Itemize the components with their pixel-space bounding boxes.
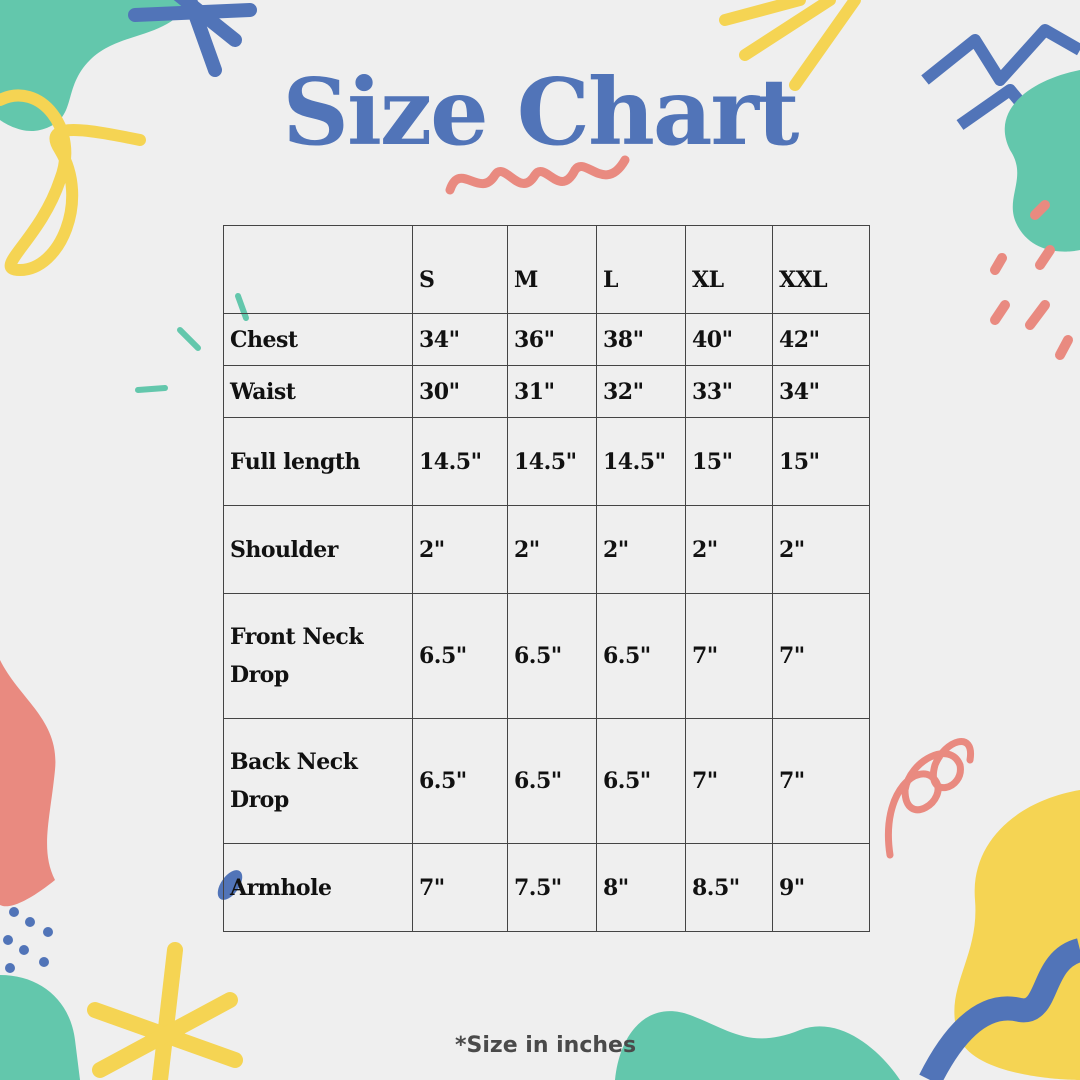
row-label: Front Neck Drop xyxy=(223,593,413,719)
value-cell: 34" xyxy=(412,313,508,366)
table-row: Full length 14.5" 14.5" 14.5" 15" 15" xyxy=(223,417,870,506)
value-cell: 38" xyxy=(596,313,686,366)
table-row: Chest 34" 36" 38" 40" 42" xyxy=(223,313,870,366)
value-cell: 30" xyxy=(412,365,508,418)
table-row: Waist 30" 31" 32" 33" 34" xyxy=(223,365,870,418)
table-row: Back Neck Drop 6.5" 6.5" 6.5" 7" 7" xyxy=(223,718,870,844)
coral-spiral-right xyxy=(884,738,974,859)
value-cell: 6.5" xyxy=(507,718,597,844)
coral-drops-right xyxy=(990,200,1073,360)
footnote: *Size in inches xyxy=(455,1033,637,1058)
table-row: Front Neck Drop 6.5" 6.5" 6.5" 7" 7" xyxy=(223,593,870,719)
header-cell: XXL xyxy=(772,225,870,314)
value-cell: 6.5" xyxy=(596,718,686,844)
value-cell: 36" xyxy=(507,313,597,366)
blue-asterisk-top xyxy=(128,0,257,77)
value-cell: 14.5" xyxy=(412,417,508,506)
yellow-asterisk-bottom-left xyxy=(87,942,243,1080)
header-cell: S xyxy=(412,225,508,314)
value-cell: 33" xyxy=(685,365,773,418)
header-cell: XL xyxy=(685,225,773,314)
row-label: Waist xyxy=(223,365,413,418)
row-label: Chest xyxy=(223,313,413,366)
value-cell: 34" xyxy=(772,365,870,418)
value-cell: 31" xyxy=(507,365,597,418)
value-cell: 2" xyxy=(596,505,686,594)
row-label: Armhole xyxy=(223,843,413,932)
value-cell: 8.5" xyxy=(685,843,773,932)
value-cell: 7" xyxy=(772,718,870,844)
table-row: Armhole 7" 7.5" 8" 8.5" 9" xyxy=(223,843,870,932)
row-label: Shoulder xyxy=(223,505,413,594)
row-label: Full length xyxy=(223,417,413,506)
size-table: S M L XL XXL Chest 34" 36" 38" 40" 42" Waist 30… xyxy=(223,225,870,932)
value-cell: 8" xyxy=(596,843,686,932)
teal-blob-bottom-left xyxy=(0,975,80,1080)
value-cell: 42" xyxy=(772,313,870,366)
value-cell: 7" xyxy=(685,718,773,844)
value-cell: 14.5" xyxy=(596,417,686,506)
table-row: Shoulder 2" 2" 2" 2" 2" xyxy=(223,505,870,594)
teal-blob-bottom xyxy=(615,1011,900,1080)
header-cell: L xyxy=(596,225,686,314)
value-cell: 7" xyxy=(412,843,508,932)
value-cell: 2" xyxy=(507,505,597,594)
coral-blob-left xyxy=(0,660,56,907)
teal-blob-right xyxy=(1004,70,1080,252)
value-cell: 7" xyxy=(685,593,773,719)
value-cell: 6.5" xyxy=(596,593,686,719)
value-cell: 6.5" xyxy=(507,593,597,719)
yellow-rays-top-right xyxy=(719,0,861,91)
value-cell: 15" xyxy=(772,417,870,506)
value-cell: 14.5" xyxy=(507,417,597,506)
value-cell: 2" xyxy=(685,505,773,594)
header-cell xyxy=(223,225,413,314)
yellow-loop-top-left xyxy=(0,89,146,277)
teal-blob-top-left xyxy=(0,0,190,132)
row-label: Back Neck Drop xyxy=(223,718,413,844)
value-cell: 2" xyxy=(412,505,508,594)
value-cell: 7.5" xyxy=(507,843,597,932)
table-header-row: S M L XL XXL xyxy=(223,225,870,314)
value-cell: 2" xyxy=(772,505,870,594)
value-cell: 6.5" xyxy=(412,593,508,719)
value-cell: 15" xyxy=(685,417,773,506)
coral-squiggle-title xyxy=(445,155,630,195)
value-cell: 6.5" xyxy=(412,718,508,844)
value-cell: 7" xyxy=(772,593,870,719)
blue-dots-left xyxy=(3,907,53,973)
blue-wave-bottom-right xyxy=(919,938,1080,1080)
page-title: Size Chart xyxy=(282,58,800,166)
value-cell: 9" xyxy=(772,843,870,932)
value-cell: 40" xyxy=(685,313,773,366)
value-cell: 32" xyxy=(596,365,686,418)
header-cell: M xyxy=(507,225,597,314)
